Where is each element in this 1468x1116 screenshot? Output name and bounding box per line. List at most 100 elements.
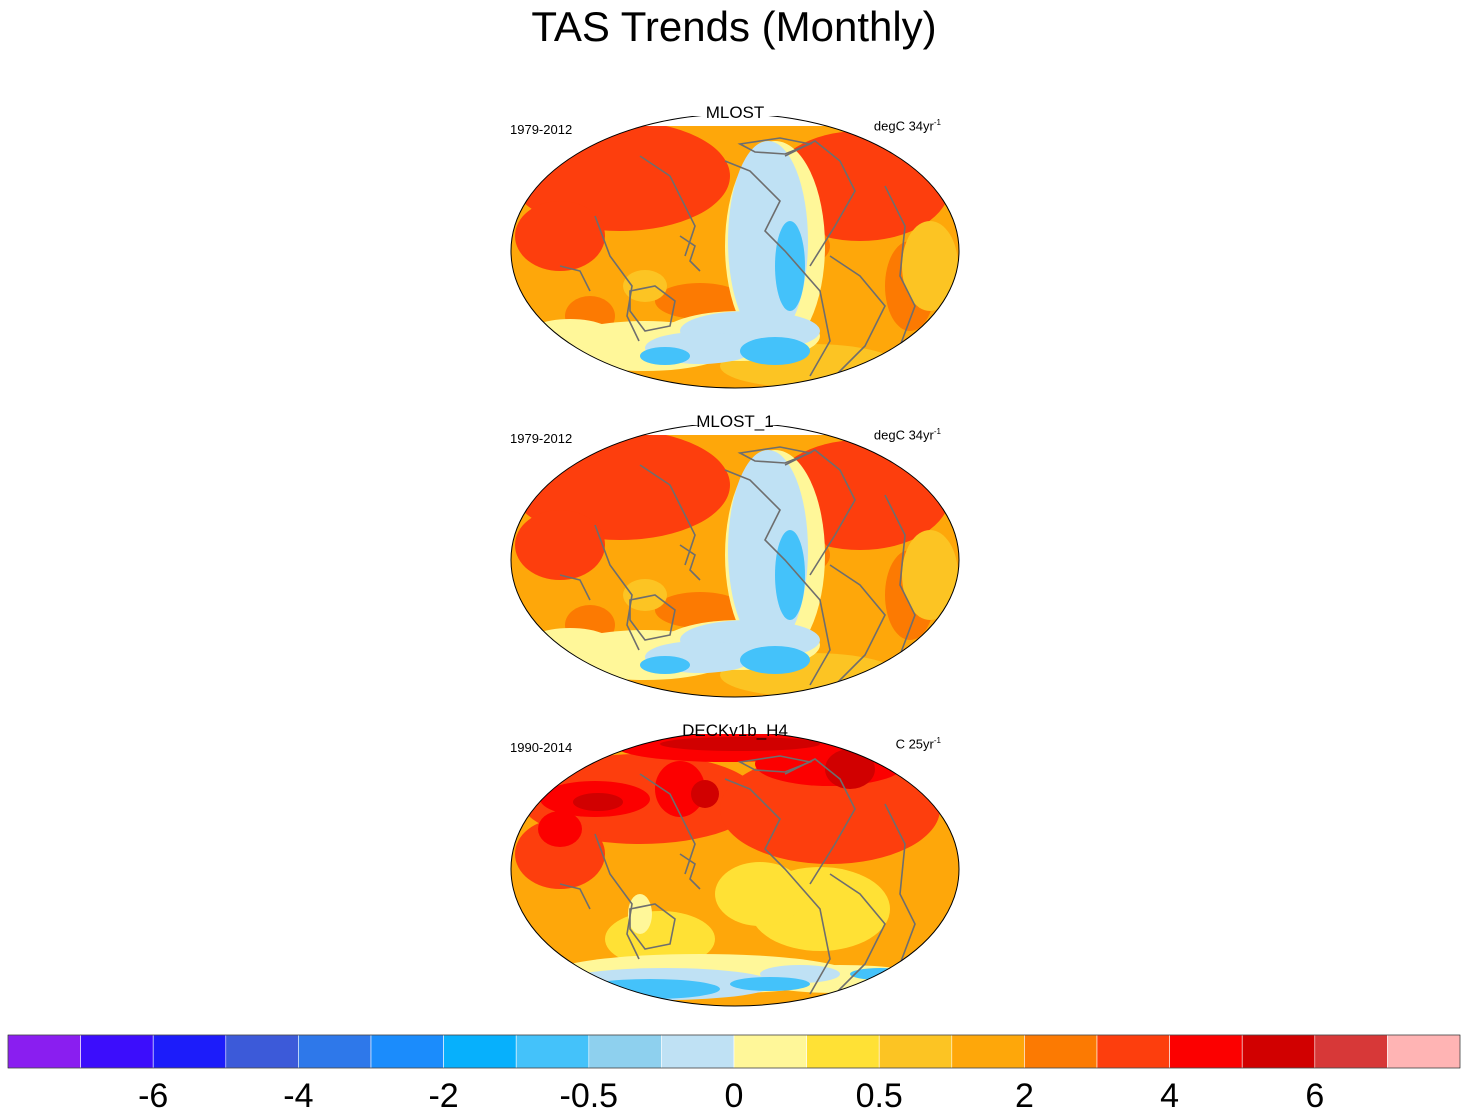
coastline	[639, 464, 696, 566]
trend-region	[740, 336, 810, 366]
panel-units-label: degC 34yr-1	[874, 118, 941, 133]
colorbar-swatch	[80, 1034, 154, 1069]
panel-title: MLOST	[705, 103, 765, 122]
coastline	[629, 594, 676, 641]
coastline	[679, 853, 701, 890]
colorbar-swatch	[588, 1034, 662, 1069]
coastline	[724, 778, 831, 995]
panel-units-text: degC 34yr	[873, 427, 934, 443]
colorbar-swatch	[152, 1034, 227, 1069]
colorbar-tick-label: 6	[1305, 1077, 1324, 1115]
trend-region	[640, 347, 690, 365]
coastline	[594, 215, 640, 342]
panel-units-label: C 25yr-1	[896, 736, 941, 751]
trend-region	[628, 894, 652, 934]
colorbar-swatch	[1387, 1034, 1461, 1069]
trend-region	[775, 221, 805, 311]
colorbar-swatch	[1314, 1034, 1388, 1069]
coastline	[559, 883, 591, 910]
map-2	[510, 734, 960, 1007]
trend-region	[515, 201, 605, 271]
trend-region	[775, 530, 805, 620]
coastline	[724, 160, 831, 377]
coastline	[737, 446, 813, 464]
missing-data-north	[511, 425, 959, 435]
coastline	[639, 155, 696, 257]
colorbar-swatch	[1241, 1034, 1316, 1069]
colorbar-tick-label: 4	[1160, 1077, 1179, 1115]
colorbar-tick-label: 0	[725, 1077, 744, 1115]
trend-region	[515, 510, 605, 580]
colorbar-swatch	[225, 1034, 299, 1069]
trend-region	[720, 753, 940, 865]
coastline	[629, 903, 676, 950]
coastline	[679, 235, 701, 272]
colorbar-swatch	[1096, 1034, 1170, 1069]
colorbar-swatch	[733, 1034, 807, 1069]
coastline	[737, 137, 813, 155]
trend-region	[655, 283, 745, 319]
panel-period-label: 1979-2012	[510, 122, 573, 137]
coastline	[594, 833, 640, 960]
colorbar-tick-label: 0.5	[856, 1077, 903, 1115]
trend-region	[520, 318, 620, 364]
trend-region	[573, 793, 623, 811]
trend-region	[902, 530, 958, 620]
colorbar-tick-label: -4	[283, 1077, 313, 1115]
colorbar-swatch	[661, 1034, 735, 1069]
panel-period-label: 1979-2012	[510, 431, 573, 446]
colorbar-swatch	[7, 1034, 81, 1069]
panel-period-label: 1990-2014	[510, 740, 573, 755]
trend-region	[730, 977, 810, 991]
map-border	[510, 425, 960, 698]
trend-region	[515, 819, 605, 889]
trend-region	[660, 737, 820, 751]
colorbar-tick-label: -2	[428, 1077, 458, 1115]
map-border	[510, 116, 960, 389]
map-0	[510, 116, 960, 389]
colorbar-tick-label: -6	[138, 1077, 168, 1115]
coastline	[594, 524, 640, 651]
trend-region	[623, 270, 667, 302]
trend-region	[623, 579, 667, 611]
chart-title: TAS Trends (Monthly)	[531, 3, 937, 50]
colorbar-swatch	[878, 1034, 953, 1069]
map-border	[510, 734, 960, 1007]
panel-units-text: degC 34yr	[873, 118, 934, 134]
panel-units-exponent: -1	[933, 427, 941, 436]
coastline	[679, 544, 701, 581]
colorbar-tick-label: -0.5	[560, 1077, 619, 1115]
trend-region	[538, 811, 582, 847]
coastline	[639, 773, 696, 875]
coastline	[884, 185, 916, 347]
colorbar-swatch	[443, 1034, 517, 1069]
map-panel-0: MLOST 1979-2012 degC 34yr-1	[500, 103, 970, 416]
coastline	[737, 755, 813, 773]
colorbar: -6 -4 -2 -0.5 0 0.5 2 4 6	[7, 1034, 1461, 1115]
trend-region	[740, 645, 810, 675]
panel-units-text: C 25yr	[895, 736, 934, 752]
panel-title: MLOST_1	[696, 412, 774, 431]
trend-region	[655, 761, 705, 817]
coastline	[629, 285, 676, 332]
colorbar-swatch	[1169, 1034, 1243, 1069]
trend-region	[520, 627, 620, 673]
trend-region	[902, 221, 958, 311]
coastline	[884, 803, 916, 965]
map-1	[510, 425, 960, 698]
map-panel-2: DECKv1b_H4 1990-2014 C 25yr-1	[500, 721, 970, 1034]
coastline	[559, 574, 591, 601]
coastline	[559, 265, 591, 292]
colorbar-tick-label: 2	[1015, 1077, 1034, 1115]
trend-region	[691, 780, 719, 808]
panel-title: DECKv1b_H4	[682, 721, 788, 740]
trend-region	[715, 862, 805, 926]
coastline	[884, 494, 916, 656]
colorbar-swatch	[806, 1034, 880, 1069]
panel-units-label: degC 34yr-1	[874, 427, 941, 442]
missing-data-north	[511, 116, 959, 126]
trend-region	[825, 749, 875, 789]
trend-region	[655, 592, 745, 628]
panel-units-exponent: -1	[933, 118, 941, 127]
colorbar-swatch	[515, 1034, 590, 1069]
